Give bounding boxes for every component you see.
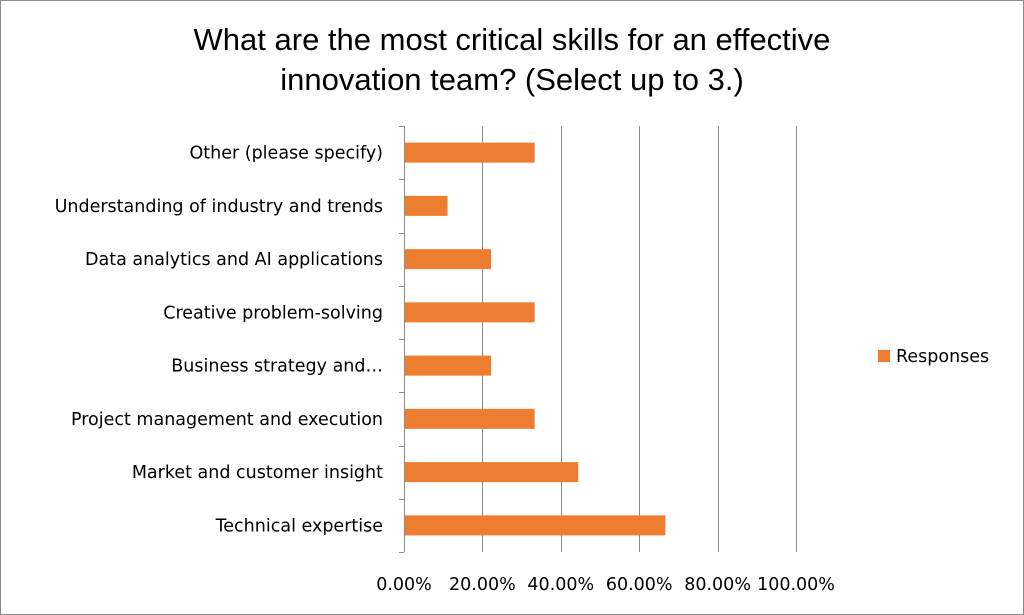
legend: Responses xyxy=(878,347,989,367)
bars xyxy=(405,142,666,536)
bar xyxy=(405,408,535,429)
x-tick-label: 60.00% xyxy=(606,575,673,595)
x-tick-label: 80.00% xyxy=(684,575,751,595)
category-label: Business strategy and… xyxy=(171,357,383,377)
category-label: Project management and execution xyxy=(71,410,383,430)
bar xyxy=(405,462,579,483)
bar xyxy=(405,355,492,376)
category-label: Creative problem-solving xyxy=(163,303,383,323)
bar xyxy=(405,302,535,323)
bar xyxy=(405,249,492,270)
category-label: Market and customer insight xyxy=(132,463,383,483)
category-label: Technical expertise xyxy=(215,516,383,536)
x-tick-labels: 0.00% 20.00% 40.00% 60.00% 80.00% 100.00% xyxy=(376,575,835,595)
chart-title-line-2: innovation team? (Select up to 3.) xyxy=(280,62,744,97)
category-label: Other (please specify) xyxy=(190,144,384,164)
bar xyxy=(405,195,448,216)
gridlines xyxy=(482,126,797,552)
category-axis xyxy=(399,126,405,553)
legend-swatch xyxy=(878,350,890,362)
legend-label: Responses xyxy=(896,347,989,367)
bar xyxy=(405,515,666,536)
chart-title-line-1: What are the most critical skills for an… xyxy=(193,22,831,57)
x-tick-label: 0.00% xyxy=(376,575,432,595)
x-tick-label: 100.00% xyxy=(757,575,835,595)
category-label: Data analytics and AI applications xyxy=(85,250,383,270)
category-label: Understanding of industry and trends xyxy=(55,197,383,217)
category-labels: Technical expertise Market and customer i… xyxy=(55,144,384,537)
bar xyxy=(405,142,535,163)
x-tick-label: 40.00% xyxy=(527,575,594,595)
x-tick-label: 20.00% xyxy=(449,575,516,595)
chart-title: What are the most critical skills for an… xyxy=(0,20,1024,100)
